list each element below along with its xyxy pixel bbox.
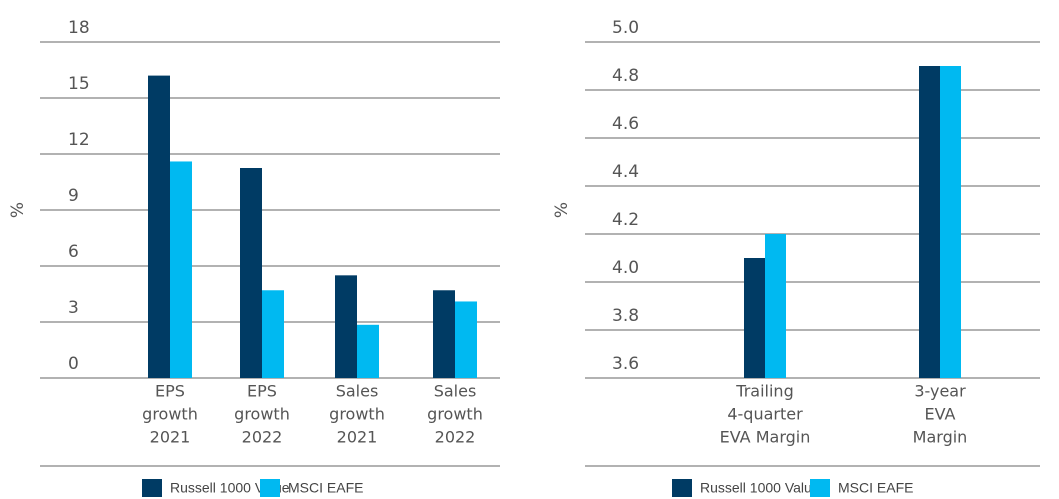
bar (455, 301, 477, 378)
bar (940, 66, 961, 378)
y-tick-label: 9 (68, 186, 79, 206)
y-tick-label: 4.6 (612, 114, 639, 134)
x-tick-label: 2022 (242, 428, 283, 447)
bar (262, 290, 284, 378)
bar (919, 66, 940, 378)
bar (240, 168, 262, 378)
y-tick-label: 4.8 (612, 66, 639, 86)
y-axis-label: % (8, 202, 28, 218)
x-tick-label: Sales (434, 382, 477, 401)
y-tick-label: 4.4 (612, 162, 639, 182)
x-tick-label: EVA (925, 405, 956, 424)
x-tick-label: EPS (247, 382, 277, 401)
legend-label: Russell 1000 Value (170, 480, 290, 496)
legend-swatch (672, 479, 692, 497)
x-tick-label: 2021 (150, 428, 191, 447)
legend-swatch (142, 479, 162, 497)
x-tick-label: growth (234, 405, 290, 424)
x-tick-label: growth (427, 405, 483, 424)
y-tick-label: 4.0 (612, 258, 639, 278)
y-tick-label: 15 (68, 74, 90, 94)
x-tick-label: Margin (913, 428, 968, 447)
y-tick-label: 5.0 (612, 18, 639, 38)
y-tick-label: 3.6 (612, 354, 639, 374)
bar (744, 258, 765, 378)
y-tick-label: 3 (68, 298, 79, 318)
x-tick-label: 2022 (435, 428, 476, 447)
x-tick-label: Sales (336, 382, 379, 401)
x-tick-label: growth (142, 405, 198, 424)
y-tick-label: 6 (68, 242, 79, 262)
legend-label: MSCI EAFE (838, 480, 913, 496)
bar (170, 161, 192, 378)
x-tick-label: 2021 (337, 428, 378, 447)
y-tick-label: 12 (68, 130, 90, 150)
bar (357, 324, 379, 378)
bar (148, 75, 170, 378)
y-axis-label: % (552, 202, 572, 218)
x-tick-label: 4-quarter (727, 405, 803, 424)
x-tick-label: growth (329, 405, 385, 424)
y-tick-label: 18 (68, 18, 90, 38)
y-tick-label: 3.8 (612, 306, 639, 326)
x-tick-label: EPS (155, 382, 185, 401)
bar (335, 275, 357, 378)
legend-label: MSCI EAFE (288, 480, 363, 496)
legend-swatch (260, 479, 280, 497)
legend-label: Russell 1000 Value (700, 480, 820, 496)
legend-swatch (810, 479, 830, 497)
y-tick-label: 0 (68, 354, 79, 374)
bar (433, 290, 455, 378)
x-tick-label: Trailing (735, 382, 793, 401)
y-tick-label: 4.2 (612, 210, 639, 230)
x-tick-label: 3-year (914, 382, 966, 401)
bar (765, 234, 786, 378)
x-tick-label: EVA Margin (720, 428, 811, 447)
